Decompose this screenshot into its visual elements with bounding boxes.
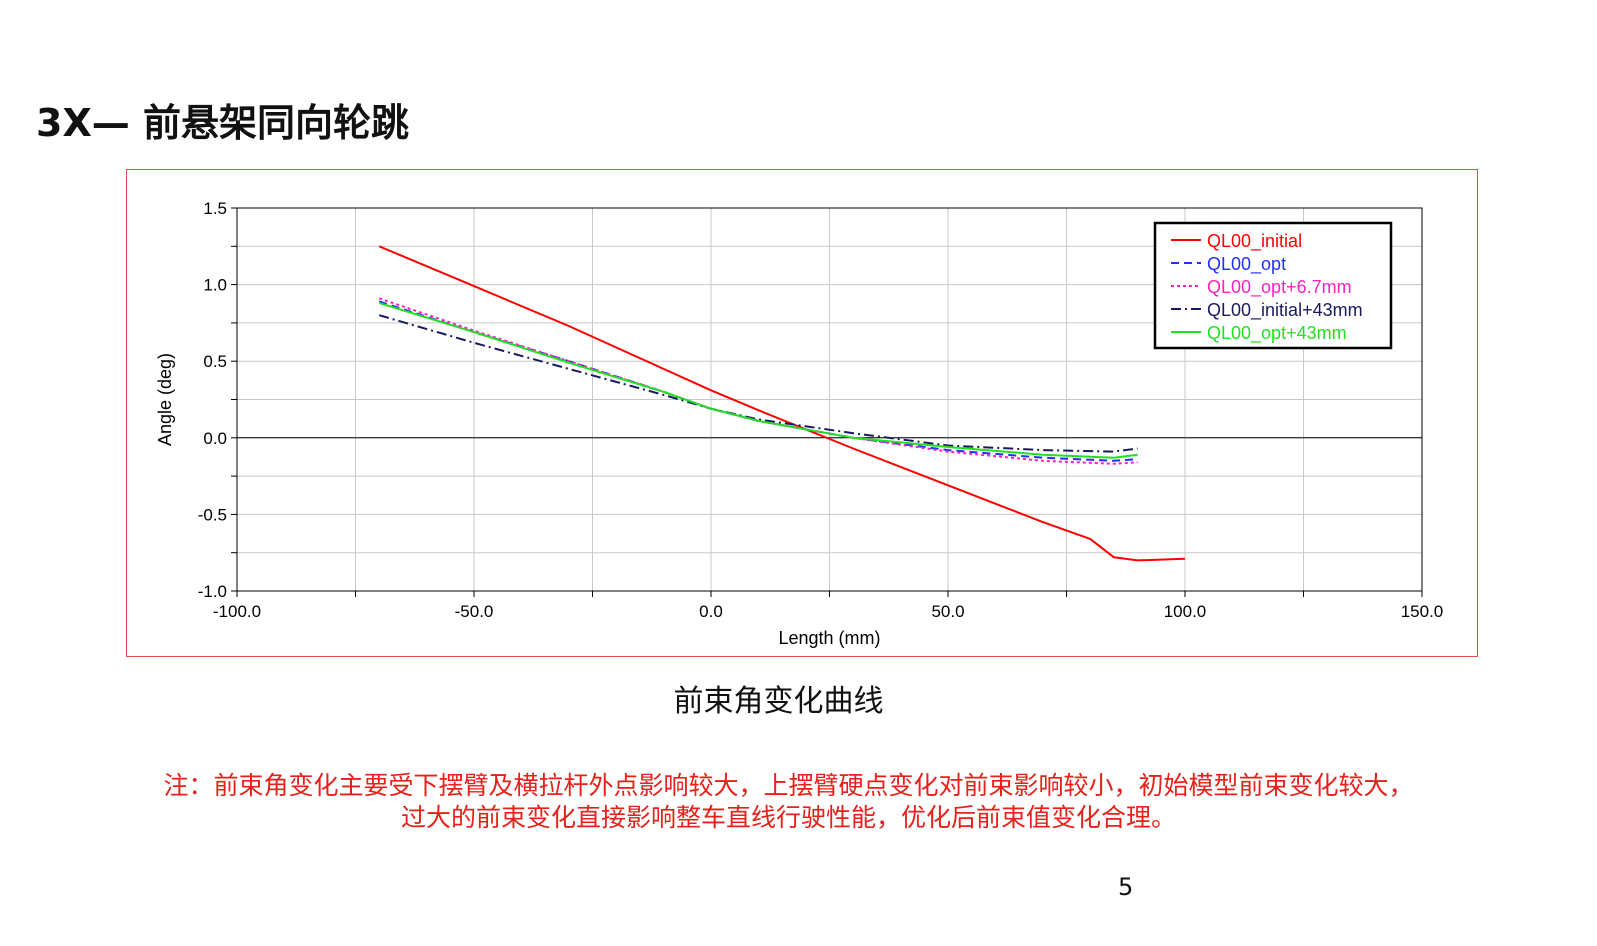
y-tick-label: -0.5 — [198, 505, 227, 524]
note-line-1: 注：前束角变化主要受下摆臂及横拉杆外点影响较大，上摆臂硬点变化对前束影响较小，初… — [163, 771, 1414, 800]
note-line-2: 过大的前束变化直接影响整车直线行驶性能，优化后前束值变化合理。 — [400, 803, 1176, 832]
legend-box — [1153, 221, 1393, 350]
y-tick-label: 1.5 — [203, 199, 227, 218]
page-number: 5 — [1118, 873, 1134, 901]
y-tick-label: 0.5 — [203, 352, 227, 371]
chart-frame: -1.0 -0.5 0.0 0.5 1.0 1.5 -100.0 -50.0 0.0 50.0 10… — [126, 169, 1478, 657]
legend-label: QL00_opt — [1207, 254, 1286, 275]
chart-caption: 前束角变化曲线 — [673, 684, 884, 719]
y-tick-label: -1.0 — [198, 582, 227, 601]
legend-label: QL00_opt+6.7mm — [1207, 277, 1352, 298]
series-line-ql00-opt — [378, 300, 1138, 462]
series-line-ql00-initial-43mm — [378, 314, 1138, 453]
x-axis-label: Length (mm) — [778, 628, 880, 648]
series-line-ql00-initial — [378, 245, 1186, 562]
y-axis-label: Angle (deg) — [155, 353, 175, 446]
x-tick-label: 150.0 — [1401, 602, 1444, 621]
x-tick-label: 50.0 — [931, 602, 964, 621]
y-tick-label: 1.0 — [203, 276, 227, 295]
y-tick-label: 0.0 — [203, 429, 227, 448]
legend-label: QL00_initial — [1207, 231, 1302, 252]
x-tick-label: 100.0 — [1164, 602, 1207, 621]
x-tick-label: 0.0 — [699, 602, 723, 621]
x-tick-label: -50.0 — [455, 602, 494, 621]
series-line-ql00-opt-43mm — [378, 302, 1138, 459]
slide-title: 3X— 前悬架同向轮跳 — [36, 101, 409, 145]
line-chart: -1.0 -0.5 0.0 0.5 1.0 1.5 -100.0 -50.0 0.0 50.0 10… — [155, 199, 1444, 648]
legend-label: QL00_initial+43mm — [1207, 300, 1363, 321]
legend-label: QL00_opt+43mm — [1207, 323, 1347, 344]
x-tick-label: -100.0 — [213, 602, 261, 621]
